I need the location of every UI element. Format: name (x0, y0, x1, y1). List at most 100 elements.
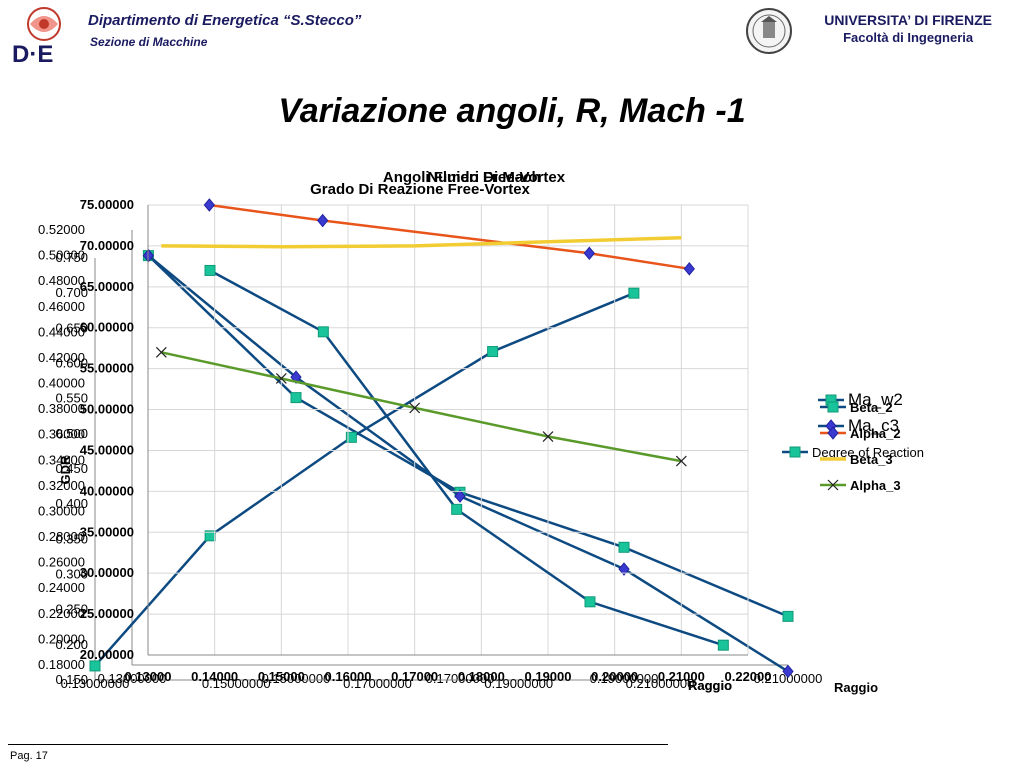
y-tick-label: 0.20000 (38, 631, 85, 646)
y-tick-label: 0.26000 (38, 555, 85, 570)
legend-marker-Alpha_2 (827, 426, 839, 440)
y-tick-label: 50.00000 (80, 402, 134, 417)
y-tick-label: 70.00000 (80, 238, 134, 253)
data-point-Alpha_2 (583, 246, 595, 261)
y-tick-label: 0.22000 (38, 606, 85, 621)
data-point-Degree of Reaction (628, 287, 640, 299)
y-tick-label: 20.00000 (80, 647, 134, 662)
data-point-Degree of Reaction (345, 431, 357, 443)
y-tick-label: 0.550 (55, 391, 88, 406)
data-point-Beta_2 (204, 264, 216, 276)
series-line-Alpha_2 (209, 203, 690, 271)
x-tick-label: 0.19000000 (484, 676, 553, 691)
data-point-Ma_w2 (290, 392, 302, 404)
x-tick-label: 0.20000 (591, 669, 638, 684)
x-tick-label: 0.13000 (125, 669, 172, 684)
section-name: Sezione di Macchine (90, 35, 208, 49)
legend-label-Beta_2: Beta_2 (850, 400, 893, 415)
data-point-Ma_c3 (618, 562, 630, 576)
dept-logo: D·E (12, 7, 61, 68)
x-tick-label: 0.19000000 (590, 671, 659, 686)
x-tick-label: 0.13000000 (98, 671, 167, 686)
y-tick-label: 45.00000 (80, 442, 134, 457)
y-tick-label: 75.00000 (80, 197, 134, 212)
x-tick-label: 0.17000000 (426, 671, 495, 686)
overlaid-charts: 0.18000 0.20000 0.22000 0.24000 0.26000 0.280… (38, 169, 924, 695)
data-point-Degree of Reaction (89, 660, 101, 672)
x-tick-label: 0.14000 (191, 669, 238, 684)
data-point-Alpha_2 (203, 198, 215, 212)
data-point-Ma_c3 (782, 664, 794, 679)
y-tick-label: 0.52000 (38, 222, 85, 237)
x-tick-label: 0.21000000 (626, 676, 695, 691)
legend-label-Ma_w2: Ma_w2 (848, 390, 903, 409)
data-point-Beta_2 (717, 639, 729, 651)
x-tick-label: 0.21000000 (754, 671, 823, 686)
x-tick-label: 0.15000 (258, 669, 305, 684)
x-tick-label: 0.15000000 (202, 676, 271, 691)
x-axis-label: Raggio (688, 678, 732, 693)
series-line-Ma_w2 (147, 254, 789, 618)
y-tick-label: 0.150 (55, 672, 88, 687)
data-point-Degree of Reaction (487, 346, 499, 358)
y-tick-label: 0.750 (55, 250, 88, 265)
y-tick-label: 0.450 (55, 461, 88, 476)
chart-1: 0.150 0.200 0.250 0.300 0.350 0.400 0.450 0.500… (55, 181, 924, 693)
y-tick-label: 0.44000 (38, 324, 85, 339)
x-axis-label: Raggio (688, 678, 732, 693)
y-tick-label: 0.30000 (38, 503, 85, 518)
data-point-Ma_w2 (782, 610, 794, 622)
data-point-Beta_2 (317, 326, 329, 338)
faculty-name: Facoltà di Ingegneria (843, 30, 974, 45)
data-point-Alpha_2 (683, 262, 695, 276)
x-tick-label: 0.15000000 (262, 671, 331, 686)
x-tick-label: 0.18000 (458, 669, 505, 684)
university-name: UNIVERSITA’ DI FIRENZE (824, 12, 992, 28)
slide-title: Variazione angoli, R, Mach -1 (278, 92, 746, 130)
page-number: Pag. 17 (10, 750, 48, 762)
chart-title: Numeri Di Mach (427, 169, 540, 186)
y-tick-label: 0.24000 (38, 580, 85, 595)
data-point-Alpha_3 (155, 346, 167, 358)
y-tick-label: 0.400 (55, 496, 88, 511)
y-tick-label: 0.200 (55, 637, 88, 652)
series-line-Ma_c3 (147, 254, 789, 673)
y-tick-label: 0.500 (55, 426, 88, 441)
y-tick-label: 0.42000 (38, 350, 85, 365)
chart-0: 20.00000 25.00000 30.00000 35.00000 40.00000… (80, 169, 901, 695)
y-tick-label: 0.32000 (38, 478, 85, 493)
university-seal (746, 8, 792, 54)
data-point-Alpha_2 (317, 213, 329, 228)
x-axis-label: Raggio (834, 680, 878, 695)
y-tick-label: 0.50000 (38, 248, 85, 263)
department-name: Dipartimento di Energetica “S.Stecco” (88, 12, 362, 29)
chart-title: Grado Di Reazione Free-Vortex (310, 181, 530, 198)
data-point-Beta_2 (584, 596, 596, 608)
y-tick-label: 0.38000 (38, 401, 85, 416)
y-tick-label: 0.250 (55, 602, 88, 617)
legend-label-Alpha_3: Alpha_3 (850, 478, 901, 493)
data-point-Alpha_3 (409, 402, 421, 414)
legend-marker-Degree of Reaction (789, 446, 801, 458)
y-tick-label: 0.350 (55, 531, 88, 546)
logo-text: D·E (12, 41, 53, 68)
y-tick-label: 0.18000 (38, 657, 85, 672)
data-point-Ma_w2 (618, 541, 630, 553)
legend-label-Alpha_2: Alpha_2 (850, 426, 901, 441)
y-tick-label: 0.46000 (38, 299, 85, 314)
data-point-Alpha_3 (675, 455, 687, 467)
y-tick-label: 40.00000 (80, 483, 134, 498)
legend-marker-Alpha_3 (827, 479, 839, 491)
legend-label-Ma_c3: Ma_c3 (848, 416, 899, 435)
y-tick-label: 25.00000 (80, 606, 134, 621)
legend-marker-Beta_2 (827, 401, 839, 413)
y-tick-label: 0.28000 (38, 529, 85, 544)
chart-title: Angoli Fluido Free-Vortex (383, 169, 566, 186)
y-tick-label: 0.700 (55, 285, 88, 300)
x-tick-label: 0.22000 (725, 669, 772, 684)
legend-label-Degree of Reaction: Degree of Reaction (812, 445, 924, 460)
data-point-Alpha_3 (275, 373, 287, 384)
data-point-Alpha_3 (542, 431, 554, 442)
series-line-Degree of Reaction (94, 292, 635, 667)
x-tick-label: 0.13000000 (61, 676, 130, 691)
